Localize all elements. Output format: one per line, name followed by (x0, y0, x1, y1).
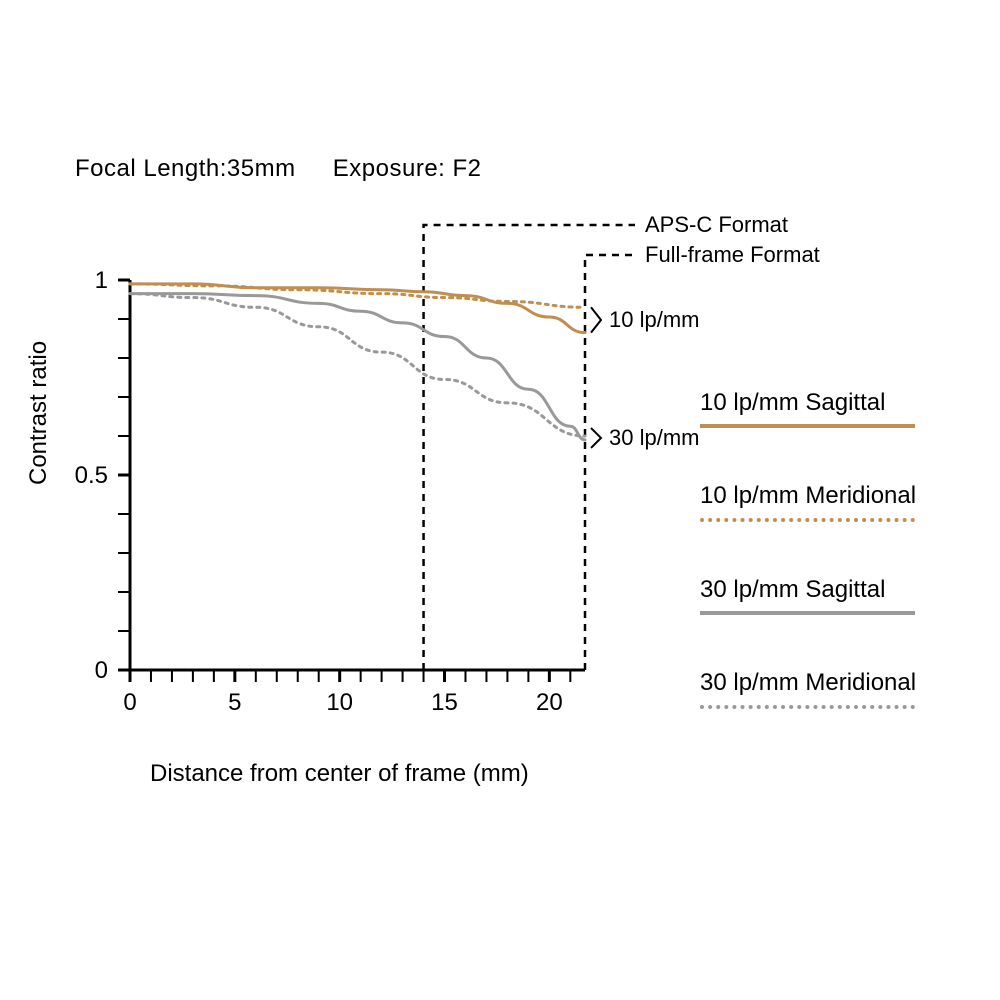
svg-text:APS-C Format: APS-C Format (645, 212, 788, 237)
svg-text:20: 20 (536, 689, 563, 716)
svg-text:30 lp/mm: 30 lp/mm (609, 425, 699, 450)
legend-label: 30 lp/mm Sagittal (700, 577, 916, 603)
svg-text:0: 0 (123, 689, 136, 716)
legend-label: 10 lp/mm Sagittal (700, 390, 916, 416)
svg-text:1: 1 (95, 267, 108, 294)
series-line (130, 294, 585, 436)
svg-text:5: 5 (228, 689, 241, 716)
legend-label: 10 lp/mm Meridional (700, 483, 916, 509)
svg-text:Full-frame Format: Full-frame Format (645, 242, 820, 267)
series-line (130, 294, 585, 440)
legend-item: 10 lp/mm Sagittal (700, 390, 916, 428)
legend-swatch (700, 705, 915, 709)
legend-item: 30 lp/mm Meridional (700, 670, 916, 708)
legend: 10 lp/mm Sagittal 10 lp/mm Meridional 30 l… (700, 390, 916, 764)
svg-text:15: 15 (431, 689, 458, 716)
series-line (130, 284, 585, 333)
svg-text:0: 0 (95, 657, 108, 684)
svg-text:10: 10 (326, 689, 353, 716)
svg-text:10 lp/mm: 10 lp/mm (609, 307, 699, 332)
legend-swatch (700, 611, 915, 615)
legend-swatch (700, 424, 915, 428)
legend-item: 10 lp/mm Meridional (700, 483, 916, 521)
legend-swatch (700, 518, 915, 522)
svg-text:0.5: 0.5 (75, 462, 108, 489)
legend-item: 30 lp/mm Sagittal (700, 577, 916, 615)
legend-label: 30 lp/mm Meridional (700, 670, 916, 696)
